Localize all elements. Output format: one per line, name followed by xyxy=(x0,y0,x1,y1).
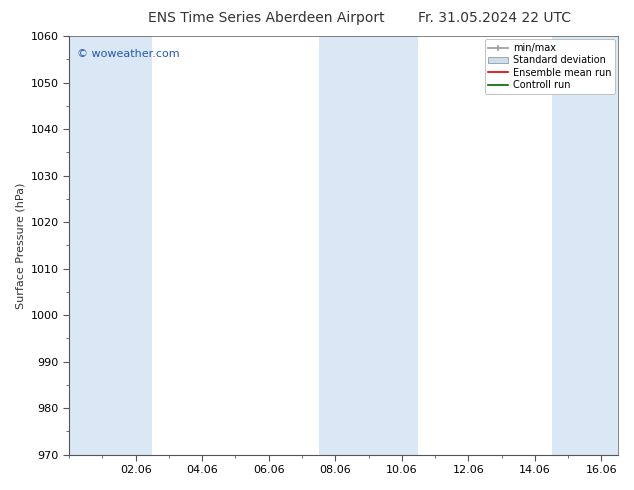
Bar xyxy=(69,36,152,455)
Text: ENS Time Series Aberdeen Airport: ENS Time Series Aberdeen Airport xyxy=(148,11,385,25)
Bar xyxy=(552,36,618,455)
Text: © woweather.com: © woweather.com xyxy=(77,49,180,59)
Legend: min/max, Standard deviation, Ensemble mean run, Controll run: min/max, Standard deviation, Ensemble me… xyxy=(484,39,615,94)
Text: Fr. 31.05.2024 22 UTC: Fr. 31.05.2024 22 UTC xyxy=(418,11,571,25)
Y-axis label: Surface Pressure (hPa): Surface Pressure (hPa) xyxy=(15,182,25,309)
Bar xyxy=(319,36,418,455)
